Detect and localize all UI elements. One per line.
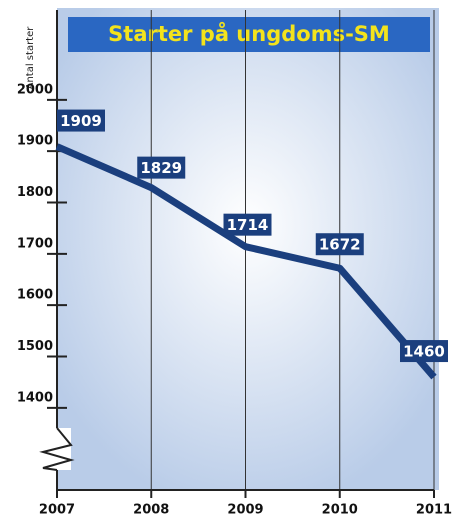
y-axis-label: Antal starter xyxy=(25,26,36,90)
x-tick-label: 2010 xyxy=(322,503,358,518)
y-tick-label: 1500 xyxy=(17,339,53,354)
x-tick-label: 2008 xyxy=(133,503,169,518)
chart-title: Starter på ungdoms-SM xyxy=(108,21,390,46)
value-label: 1714 xyxy=(227,216,269,234)
y-tick-label: 1700 xyxy=(17,236,53,251)
value-label-box xyxy=(223,213,272,236)
value-label: 1672 xyxy=(319,236,361,254)
y-tick-label: 2000 xyxy=(17,82,53,97)
y-tick-label: 1800 xyxy=(17,185,53,200)
title-box xyxy=(68,17,430,52)
y-tick-label: 1600 xyxy=(17,288,53,303)
y-tick-label: 1400 xyxy=(17,390,53,405)
y-tick-label: 1900 xyxy=(17,134,53,149)
value-label-box xyxy=(137,156,186,179)
axis-break xyxy=(39,427,75,471)
value-label-box xyxy=(315,233,364,256)
series-line xyxy=(55,143,437,380)
value-label: 1829 xyxy=(140,159,182,177)
value-label: 1909 xyxy=(60,112,102,130)
value-label-box xyxy=(400,340,448,363)
value-label-box xyxy=(57,109,105,132)
x-tick-label: 2011 xyxy=(416,503,452,518)
x-tick-label: 2007 xyxy=(39,503,75,518)
value-label: 1460 xyxy=(403,343,445,361)
x-tick-label: 2009 xyxy=(227,503,263,518)
